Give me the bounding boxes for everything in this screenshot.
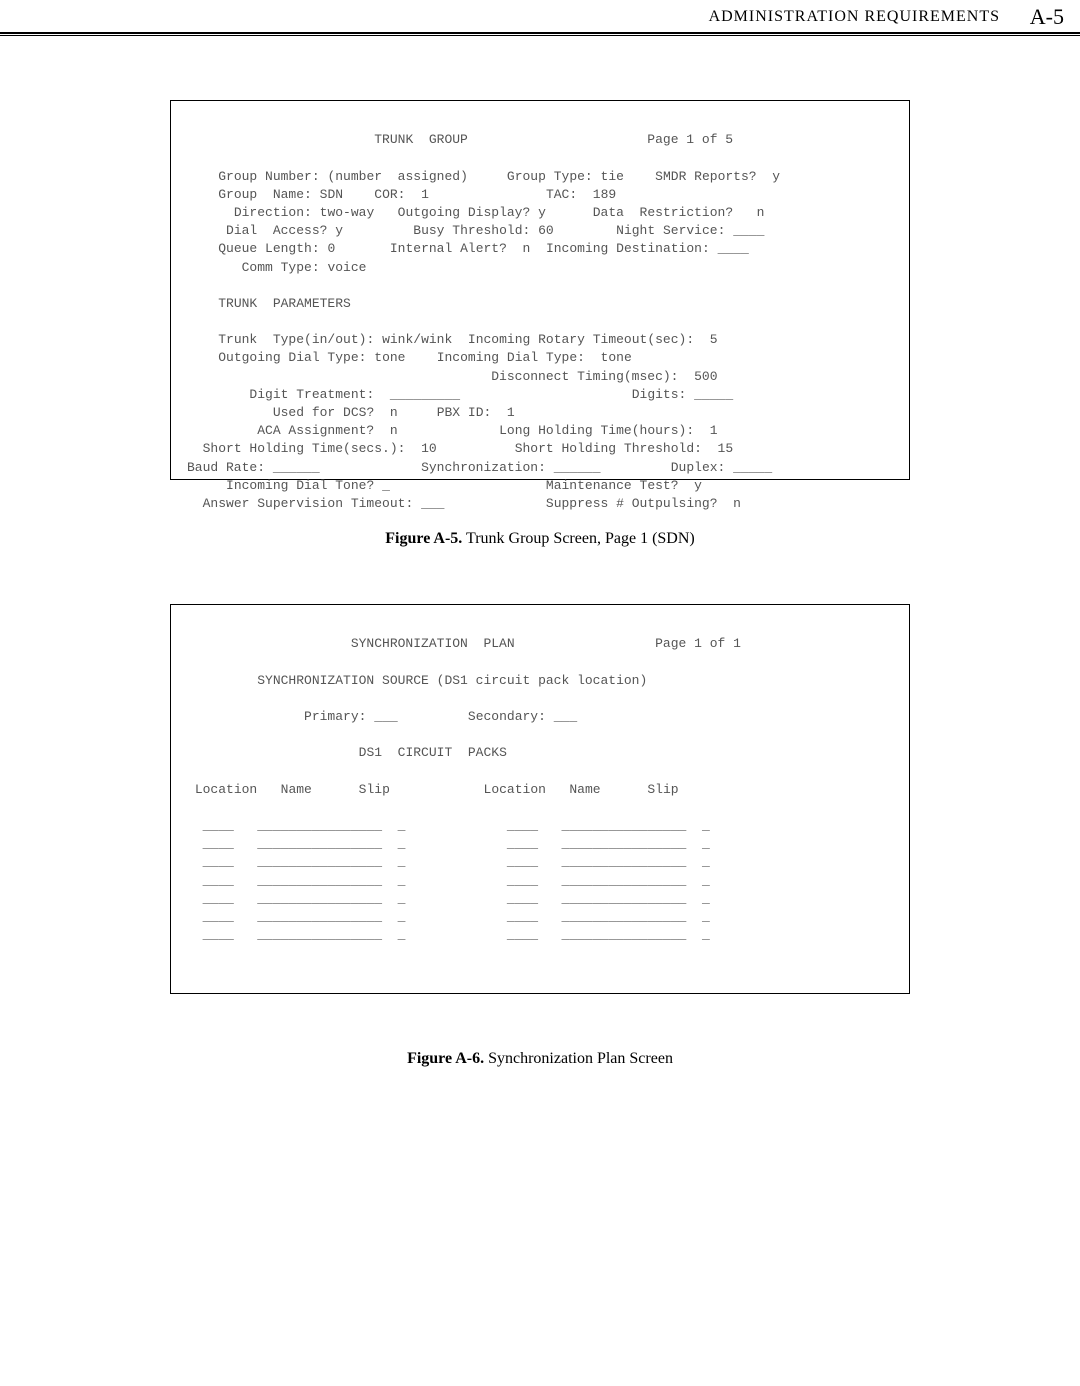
s2-row-4: ____ ________________ _ ____ ___________… [187, 873, 710, 888]
sync-plan-screen: SYNCHRONIZATION PLAN Page 1 of 1 SYNCHRO… [170, 604, 910, 994]
s1-title-line: TRUNK GROUP Page 1 of 5 [187, 132, 733, 147]
s2-row-1: ____ ________________ _ ____ ___________… [187, 818, 710, 833]
s2-title-line: SYNCHRONIZATION PLAN Page 1 of 1 [187, 636, 741, 651]
s2-cols: Location Name Slip Location Name Slip [187, 782, 679, 797]
s1-line-trunktype: Trunk Type(in/out): wink/wink Incoming R… [187, 332, 718, 347]
header-title: ADMINISTRATION REQUIREMENTS [709, 8, 1000, 26]
s1-trunk-params: TRUNK PARAMETERS [187, 296, 351, 311]
s1-line-baud: Baud Rate: ______ Synchronization: _____… [187, 460, 772, 475]
s1-line-inctone: Incoming Dial Tone? _ Maintenance Test? … [187, 478, 702, 493]
header-rule [0, 32, 1080, 36]
s1-line-digits: Digit Treatment: _________ Digits: _____ [187, 387, 733, 402]
s2-row-2: ____ ________________ _ ____ ___________… [187, 836, 710, 851]
s2-row-7: ____ ________________ _ ____ ___________… [187, 927, 710, 942]
s1-line-dcs: Used for DCS? n PBX ID: 1 [187, 405, 515, 420]
caption-1: Figure A-5. Trunk Group Screen, Page 1 (… [0, 530, 1080, 548]
caption-2-text: Synchronization Plan Screen [484, 1050, 673, 1067]
caption-2: Figure A-6. Synchronization Plan Screen [0, 1050, 1080, 1068]
caption-2-bold: Figure A-6. [407, 1050, 484, 1067]
header-page: A-5 [1030, 4, 1064, 30]
s1-line-anssup: Answer Supervision Timeout: ___ Suppress… [187, 496, 741, 511]
s1-line-groupname: Group Name: SDN COR: 1 TAC: 189 [187, 187, 616, 202]
s1-line-outdial: Outgoing Dial Type: tone Incoming Dial T… [187, 350, 632, 365]
s1-line-shorthold: Short Holding Time(secs.): 10 Short Hold… [187, 441, 733, 456]
trunk-group-screen: TRUNK GROUP Page 1 of 5 Group Number: (n… [170, 100, 910, 480]
s1-line-disc: Disconnect Timing(msec): 500 [187, 369, 718, 384]
caption-1-text: Trunk Group Screen, Page 1 (SDN) [462, 530, 694, 547]
caption-1-bold: Figure A-5. [385, 530, 462, 547]
s2-row-3: ____ ________________ _ ____ ___________… [187, 854, 710, 869]
s1-line-aca: ACA Assignment? n Long Holding Time(hour… [187, 423, 718, 438]
s2-row-5: ____ ________________ _ ____ ___________… [187, 891, 710, 906]
s2-source-line: SYNCHRONIZATION SOURCE (DS1 circuit pack… [187, 673, 647, 688]
s1-line-dial: Dial Access? y Busy Threshold: 60 Night … [187, 223, 764, 238]
s2-primary-line: Primary: ___ Secondary: ___ [187, 709, 577, 724]
s1-line-direction: Direction: two-way Outgoing Display? y D… [187, 205, 764, 220]
s1-line-comm: Comm Type: voice [187, 260, 366, 275]
s2-row-6: ____ ________________ _ ____ ___________… [187, 909, 710, 924]
s1-line-groupnum: Group Number: (number assigned) Group Ty… [187, 169, 780, 184]
s2-packs-line: DS1 CIRCUIT PACKS [187, 745, 507, 760]
s1-line-queue: Queue Length: 0 Internal Alert? n Incomi… [187, 241, 749, 256]
